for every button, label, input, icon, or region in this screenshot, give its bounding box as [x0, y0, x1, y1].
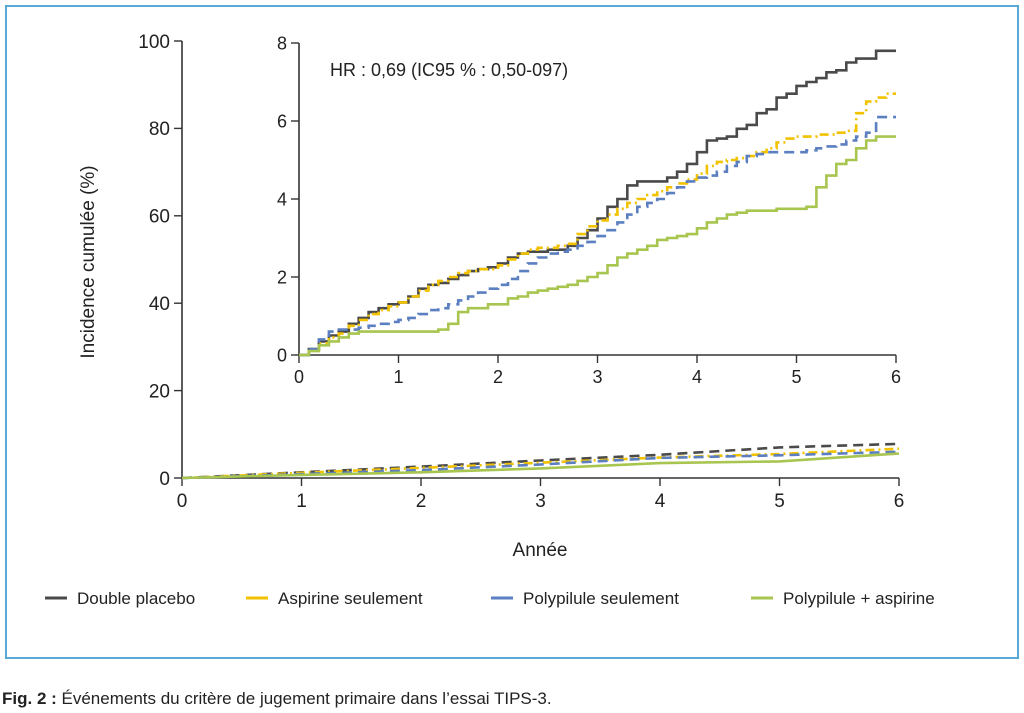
- main-y-tick-label: 0: [159, 469, 170, 490]
- main-x-tick-label: 2: [416, 491, 427, 512]
- inset-series-line-double-placebo: [299, 49, 896, 357]
- inset-y-tick-label: 4: [277, 189, 287, 209]
- inset-series-line-polypilule-seulement: [299, 115, 896, 357]
- legend: Double placebo Aspirine seulement Polypilu…: [45, 589, 935, 608]
- main-x-tick-label: 1: [296, 491, 307, 512]
- inset-y-tick-label: 2: [277, 267, 287, 287]
- legend-label: Aspirine seulement: [278, 589, 423, 608]
- caption-text: Événements du critère de jugement primai…: [56, 689, 552, 708]
- x-axis-label: Année: [513, 540, 568, 561]
- main-series-line-polypilule-aspirine: [181, 452, 900, 480]
- inset-series-line-aspirine-seulement: [299, 92, 896, 357]
- main-y-tick-label: 60: [149, 207, 170, 228]
- hazard-ratio-annotation: HR : 0,69 (IC95 % : 0,50-097): [330, 60, 568, 80]
- main-y-tick-label: 100: [138, 32, 170, 53]
- inset-y-tick-label: 8: [277, 33, 287, 53]
- inset-x-tick-label: 3: [592, 367, 602, 387]
- main-y-tick-label: 80: [149, 119, 170, 140]
- main-x-tick-label: 6: [894, 491, 905, 512]
- inset-axes: 0 2 4 6 8 0 1 2 3 4 5 6: [277, 33, 901, 387]
- inset-x-tick-label: 6: [891, 367, 901, 387]
- figure-frame: [5, 5, 1019, 659]
- inset-x-tick-label: 5: [791, 367, 801, 387]
- inset-x-tick-label: 0: [294, 367, 304, 387]
- figure-caption: Fig. 2 : Événements du critère de jugeme…: [2, 689, 552, 709]
- main-series: [181, 442, 900, 480]
- inset-series: [299, 49, 896, 357]
- caption-label: Fig. 2 :: [2, 689, 57, 708]
- y-axis-label: Incidence cumulée (%): [78, 165, 99, 358]
- inset-y-tick-label: 0: [277, 345, 287, 365]
- inset-x-tick-label: 2: [493, 367, 503, 387]
- inset-x-tick-label: 4: [692, 367, 702, 387]
- main-y-tick-label: 40: [149, 294, 170, 315]
- main-x-tick-label: 3: [535, 491, 546, 512]
- legend-label: Polypilule + aspirine: [783, 589, 935, 608]
- main-y-tick-label: 20: [149, 381, 170, 402]
- inset-series-line-polypilule-aspirine: [299, 135, 896, 357]
- main-x-tick-label: 4: [655, 491, 666, 512]
- legend-label: Double placebo: [77, 589, 195, 608]
- inset-x-tick-label: 1: [393, 367, 403, 387]
- legend-label: Polypilule seulement: [523, 589, 679, 608]
- main-x-tick-label: 0: [177, 491, 188, 512]
- main-x-tick-label: 5: [774, 491, 785, 512]
- inset-y-tick-label: 6: [277, 111, 287, 131]
